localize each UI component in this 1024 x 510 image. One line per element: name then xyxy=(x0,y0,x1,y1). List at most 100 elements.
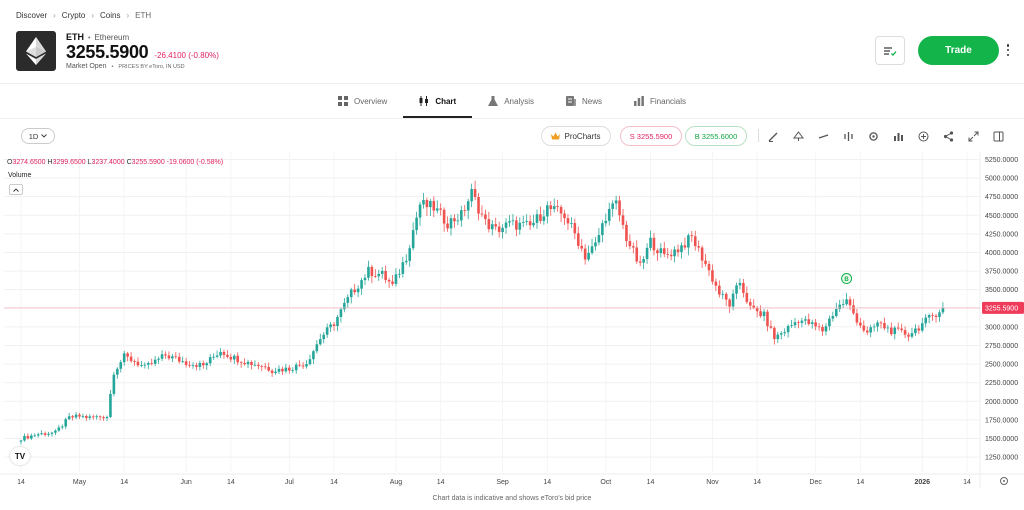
x-tick-label: Sep xyxy=(496,479,509,486)
candle-body xyxy=(270,370,274,374)
candle-body xyxy=(377,273,381,277)
x-tick-label: 14 xyxy=(856,479,864,486)
candle-body xyxy=(146,362,150,365)
candle-body xyxy=(119,362,123,369)
candle-body xyxy=(195,365,198,367)
candle-body xyxy=(257,364,260,366)
candle-body xyxy=(71,416,74,418)
candle-body xyxy=(893,327,897,335)
trade-button[interactable]: Trade xyxy=(918,36,999,65)
candle-body xyxy=(133,361,136,362)
candle-body xyxy=(205,363,209,366)
x-tick-label: Aug xyxy=(390,479,403,486)
indicator-icon[interactable] xyxy=(841,129,856,144)
tab-label: Overview xyxy=(353,96,388,106)
candle-body xyxy=(656,250,659,254)
ohlc-change: -19.0600 (-0.58%) xyxy=(166,159,224,166)
candle-body xyxy=(690,235,694,237)
candle-body xyxy=(879,322,883,324)
x-tick-label: Jul xyxy=(285,479,294,486)
candle-body xyxy=(54,430,57,433)
watchlist-button[interactable] xyxy=(875,36,905,65)
candle-body xyxy=(277,368,281,372)
candle-body xyxy=(487,219,491,230)
candle-body xyxy=(23,435,26,441)
instrument-symbol: ETH xyxy=(66,32,84,42)
sell-button[interactable]: S 3255.5900 xyxy=(620,126,682,146)
breadcrumb-discover[interactable]: Discover xyxy=(16,11,48,20)
candle-body xyxy=(463,210,467,211)
candle-body xyxy=(219,352,222,356)
candle-body xyxy=(401,262,405,274)
candle-body xyxy=(140,365,143,366)
candle-body xyxy=(477,197,480,214)
candle-body xyxy=(786,325,790,333)
price-chart[interactable]: 5250.0000 5000.0000 4750.0000 4500.0000 4250… xyxy=(0,152,1024,488)
share-icon[interactable] xyxy=(941,129,956,144)
plus-circle-icon[interactable] xyxy=(916,129,931,144)
current-price-label: 3255.5900 xyxy=(985,305,1018,312)
candle-body xyxy=(714,281,718,286)
candle-body xyxy=(418,204,422,218)
tab-news[interactable]: News xyxy=(550,84,618,118)
candle-body xyxy=(239,362,243,364)
candle-body xyxy=(552,206,556,210)
candle-body xyxy=(515,220,518,230)
settings-icon[interactable] xyxy=(866,129,881,144)
tab-chart[interactable]: Chart xyxy=(403,84,473,118)
candle-body xyxy=(64,419,68,427)
candle-body xyxy=(95,416,98,418)
panel-icon[interactable] xyxy=(991,129,1006,144)
candle-body xyxy=(439,208,442,210)
candle-body xyxy=(594,242,597,247)
tab-label: Analysis xyxy=(504,96,534,106)
price-change: -26.4100 (-0.80%) xyxy=(154,51,219,60)
period-selector[interactable]: 1D xyxy=(21,128,55,144)
candle-body xyxy=(704,260,707,264)
candle-body xyxy=(614,200,618,204)
candle-body xyxy=(532,222,535,226)
candle-body xyxy=(325,327,329,335)
ohlc-open: 3274.6500 xyxy=(12,159,46,166)
candle-body xyxy=(642,259,645,263)
fullscreen-icon[interactable] xyxy=(966,129,981,144)
separator-dot: • xyxy=(88,35,91,42)
candle-body xyxy=(900,328,903,331)
buy-button[interactable]: B 3255.6000 xyxy=(685,126,747,146)
tab-financials[interactable]: Financials xyxy=(618,84,702,118)
candle-body xyxy=(845,299,848,305)
candle-body xyxy=(559,206,563,214)
trade-marker-label: B xyxy=(844,277,849,283)
pencil-icon[interactable] xyxy=(766,129,781,144)
candle-body xyxy=(387,279,391,282)
x-tick-label: 14 xyxy=(647,479,655,486)
candle-body xyxy=(229,356,233,360)
current-price-tag xyxy=(982,301,1024,314)
tab-label: Financials xyxy=(650,96,687,106)
tab-analysis[interactable]: Analysis xyxy=(472,84,550,118)
candle-body xyxy=(504,222,508,228)
candle-body xyxy=(511,220,515,222)
tab-overview[interactable]: Overview xyxy=(322,84,403,118)
x-tick-label: 2026 xyxy=(914,479,930,486)
breadcrumb-crypto[interactable]: Crypto xyxy=(61,11,86,20)
collapse-button[interactable] xyxy=(9,184,23,195)
candle-body xyxy=(638,261,642,263)
candle-body xyxy=(91,416,95,418)
breadcrumb-coins[interactable]: Coins xyxy=(100,11,121,20)
candle-body xyxy=(535,214,539,223)
tradingview-logo-icon[interactable]: TV xyxy=(10,447,30,465)
candle-body xyxy=(907,334,910,337)
candle-body xyxy=(411,230,415,249)
candle-body xyxy=(607,208,611,221)
candle-body xyxy=(927,315,931,318)
candle-body xyxy=(666,253,670,255)
candle-body xyxy=(859,322,862,326)
vertical-dots-icon[interactable] xyxy=(1003,40,1013,60)
line-icon[interactable] xyxy=(816,129,831,144)
shapes-icon[interactable] xyxy=(791,129,806,144)
candle-body xyxy=(435,208,439,211)
chevron-up-icon xyxy=(13,187,19,192)
prochart-button[interactable]: ProCharts xyxy=(541,126,611,146)
bar-chart-icon[interactable] xyxy=(891,129,906,144)
